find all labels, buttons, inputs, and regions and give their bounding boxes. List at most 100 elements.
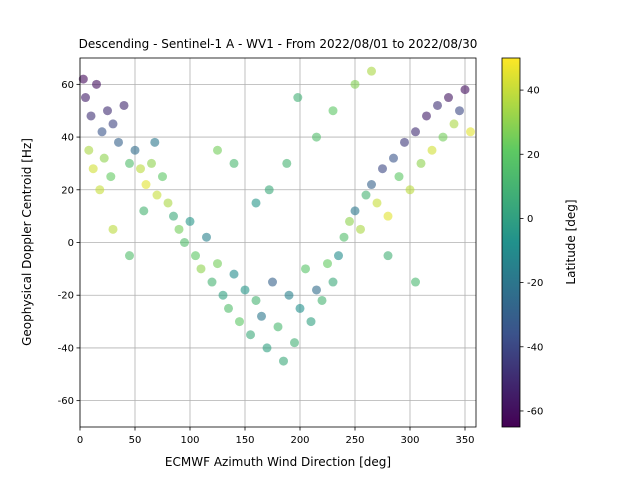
scatter-point xyxy=(264,185,274,195)
scatter-point xyxy=(306,317,316,327)
scatter-point xyxy=(444,93,453,103)
y-tick-label: -60 xyxy=(58,396,74,407)
y-tick-label: 20 xyxy=(61,185,74,196)
scatter-point xyxy=(438,132,448,142)
scatter-point xyxy=(86,111,96,121)
scatter-point xyxy=(312,285,321,295)
scatter-point xyxy=(108,119,118,129)
chart-title: Descending - Sentinel-1 A - WV1 - From 2… xyxy=(79,37,478,51)
scatter-point xyxy=(400,137,409,147)
scatter-point xyxy=(449,119,459,129)
scatter-point xyxy=(108,224,118,234)
scatter-point xyxy=(389,153,398,163)
scatter-point xyxy=(240,285,250,295)
grid-lines xyxy=(79,58,476,427)
scatter-point xyxy=(312,132,321,142)
scatter-point xyxy=(119,100,129,110)
scatter-point xyxy=(218,290,228,300)
scatter-point xyxy=(356,224,365,234)
scatter-point xyxy=(350,206,360,216)
scatter-point xyxy=(323,259,332,269)
x-tick-label: 200 xyxy=(290,435,309,446)
scatter-point xyxy=(106,172,116,182)
y-tick-label: 40 xyxy=(61,133,74,144)
scatter-point xyxy=(405,185,415,195)
scatter-point xyxy=(350,79,360,89)
scatter-point xyxy=(180,238,189,247)
scatter-point xyxy=(207,277,217,287)
colorbar-tick-label: 40 xyxy=(527,86,540,97)
scatter-point xyxy=(372,198,382,208)
scatter-point xyxy=(455,106,464,116)
scatter-point xyxy=(84,145,94,155)
scatter-point xyxy=(224,303,233,313)
scatter-point xyxy=(361,190,371,200)
scatter-point xyxy=(158,172,167,182)
y-tick-label: 0 xyxy=(68,238,74,249)
scatter-point xyxy=(394,172,404,182)
scatter-point xyxy=(293,93,303,103)
scatter-point xyxy=(125,251,134,261)
y-axis-ticks: -60 -40 -20 0 20 40 60 xyxy=(58,80,80,407)
scatter-point xyxy=(279,356,288,366)
scatter-point xyxy=(147,158,156,168)
x-axis-label: ECMWF Azimuth Wind Direction [deg] xyxy=(165,455,391,469)
x-tick-label: 150 xyxy=(235,435,254,446)
x-tick-label: 100 xyxy=(180,435,199,446)
colorbar-tick-label: 0 xyxy=(527,214,533,225)
scatter-point xyxy=(95,185,105,195)
colorbar-tick-label: -60 xyxy=(527,406,543,417)
scatter-point xyxy=(185,216,195,226)
colorbar-label: Latitude [deg] xyxy=(564,199,578,284)
scatter-point xyxy=(328,106,338,116)
scatter-point xyxy=(328,277,338,287)
scatter-point xyxy=(411,127,420,137)
scatter-point xyxy=(174,224,184,234)
scatter-point xyxy=(422,111,431,121)
scatter-point xyxy=(191,251,200,261)
scatter-point xyxy=(416,158,426,168)
x-tick-label: 50 xyxy=(129,435,142,446)
scatter-point xyxy=(229,269,239,279)
scatter-point xyxy=(367,66,376,76)
scatter-point xyxy=(196,264,206,274)
scatter-point xyxy=(88,164,98,174)
scatter-point xyxy=(213,145,222,155)
scatter-point xyxy=(150,137,160,147)
scatter-point xyxy=(268,277,277,287)
scatter-point xyxy=(383,251,393,261)
x-tick-label: 300 xyxy=(400,435,419,446)
scatter-point xyxy=(92,79,101,89)
scatter-point xyxy=(229,158,239,168)
x-tick-label: 350 xyxy=(455,435,474,446)
scatter-point xyxy=(114,137,123,147)
colorbar-tick-label: -40 xyxy=(527,342,543,353)
scatter-point xyxy=(99,153,109,163)
scatter-point xyxy=(141,180,151,190)
x-tick-label: 0 xyxy=(77,435,83,446)
y-tick-label: 60 xyxy=(61,80,74,91)
scatter-point xyxy=(334,251,343,261)
colorbar-ticks: -60 -40 -20 0 20 40 xyxy=(520,86,543,417)
y-tick-label: -20 xyxy=(58,291,74,302)
scatter-point xyxy=(213,259,222,269)
colorbar-tick-label: 20 xyxy=(527,150,540,161)
scatter-point xyxy=(246,330,255,340)
scatter-point xyxy=(235,317,244,327)
scatter-point xyxy=(202,232,211,242)
scatter-point xyxy=(273,322,283,332)
scatter-point xyxy=(284,290,294,300)
scatter-point xyxy=(251,198,261,208)
colorbar xyxy=(501,57,521,428)
scatter-point xyxy=(152,190,162,200)
y-axis-label: Geophysical Doppler Centroid [Hz] xyxy=(20,138,34,346)
data-points xyxy=(78,66,475,366)
scatter-point xyxy=(163,198,173,208)
scatter-point xyxy=(290,338,299,348)
scatter-point xyxy=(301,264,310,274)
scatter-point xyxy=(251,295,261,305)
scatter-point xyxy=(433,100,442,110)
scatter-point xyxy=(339,232,349,242)
scatter-point xyxy=(317,295,327,305)
